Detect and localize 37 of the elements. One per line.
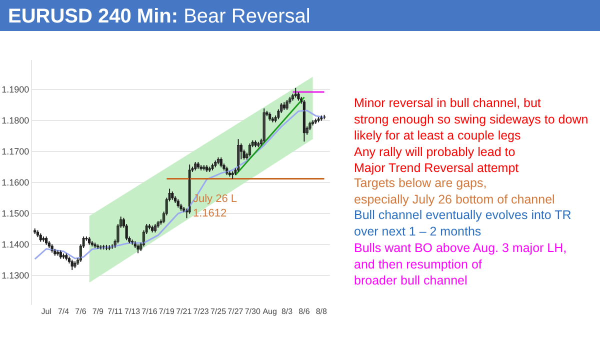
x-tick-label: 7/6 xyxy=(75,307,87,316)
x-tick-label: 7/30 xyxy=(244,307,261,316)
x-tick-label: 8/8 xyxy=(316,307,328,316)
y-tick-label: 1.1700 xyxy=(2,146,30,157)
candlestick xyxy=(62,253,65,260)
candlestick xyxy=(148,224,151,230)
y-tick-label: 1.1600 xyxy=(2,178,30,188)
x-tick-label: 8/6 xyxy=(298,307,310,316)
x-tick-label: 7/13 xyxy=(124,307,141,316)
x-tick-label: 7/4 xyxy=(58,307,70,316)
line-series xyxy=(34,110,326,260)
y-tick-label: 1.1900 xyxy=(2,84,30,95)
chart-title: EURUSD 240 Min: Bear Reversal xyxy=(8,6,310,28)
x-tick-label: 7/9 xyxy=(92,307,104,316)
text: Bulls want BO above Aug. 3 major LH, and then resumption of broader bull channel xyxy=(354,241,567,288)
y-tick-label: 1.1400 xyxy=(2,240,30,250)
x-tick-label: Jul xyxy=(41,307,52,316)
x-tick-label: 7/27 xyxy=(228,307,244,316)
x-tick-label: 7/11 xyxy=(108,307,124,316)
y-tick-label: 1.1800 xyxy=(2,116,30,126)
x-tick-label: 7/16 xyxy=(142,307,158,316)
x-tick-label: 7/21 xyxy=(176,307,192,316)
text: Targets below are gaps, especially July 26 bottom of channel xyxy=(354,176,555,206)
candlestick xyxy=(94,242,96,248)
y-tick-label: 1.1300 xyxy=(2,270,30,281)
x-tick-label: 8/3 xyxy=(281,307,294,316)
x-tick-label: Aug xyxy=(262,307,277,316)
x-tick-label: 7/25 xyxy=(210,307,227,316)
annotation: July 26 L 1.1612 xyxy=(193,193,238,220)
candlestick xyxy=(317,116,320,123)
text: Minor reversal in bull channel, but strong enough so swing sideways to down likely for at least a couple legs Any rally will probably lead to Major Trend Reversal attempt xyxy=(354,96,588,175)
text: Bull channel eventually evolves into TR over next 1 – 2 months xyxy=(354,208,572,238)
x-tick-label: 7/19 xyxy=(158,307,175,316)
candlestick xyxy=(202,164,206,171)
y-tick-label: 1.1500 xyxy=(2,208,30,219)
candlestick xyxy=(200,164,202,171)
x-tick-label: 7/23 xyxy=(193,307,210,316)
